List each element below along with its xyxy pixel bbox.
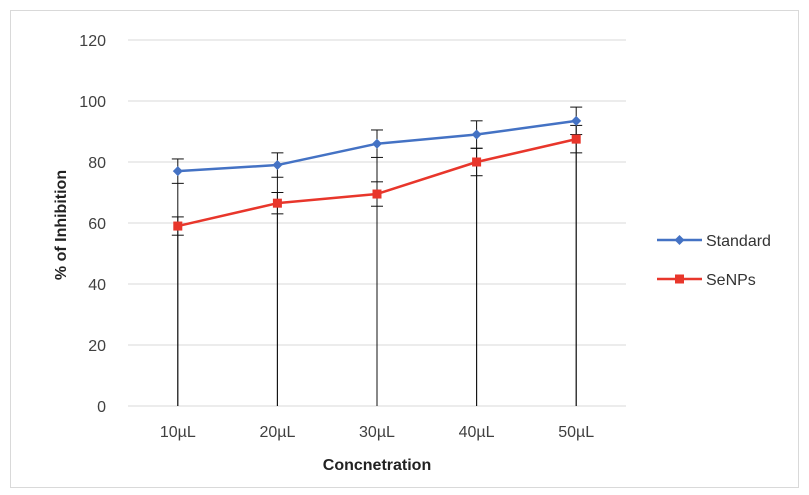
square-icon xyxy=(675,274,684,284)
diamond-icon xyxy=(674,235,685,245)
x-tick-label: 40µL xyxy=(459,424,495,441)
data-point-standard xyxy=(272,160,283,171)
data-point-standard xyxy=(172,166,183,177)
legend-item-standard: Standard xyxy=(657,233,771,250)
y-tick-label: 20 xyxy=(88,338,106,355)
x-tick-label: 30µL xyxy=(359,424,395,441)
y-tick-label: 60 xyxy=(88,216,106,233)
y-tick-label: 40 xyxy=(88,277,106,294)
x-axis-title: Concnetration xyxy=(323,457,431,474)
data-point-standard xyxy=(471,129,482,140)
legend-label: SeNPs xyxy=(706,272,756,289)
data-point-senps xyxy=(173,221,183,231)
y-axis-title: % of Inhibition xyxy=(53,170,70,280)
data-point-standard xyxy=(372,138,382,149)
data-point-senps xyxy=(372,189,382,199)
x-tick-label: 20µL xyxy=(259,424,295,441)
data-point-senps xyxy=(272,198,282,208)
data-point-senps xyxy=(571,134,581,144)
legend-label: Standard xyxy=(706,233,771,250)
y-tick-label: 120 xyxy=(79,33,106,50)
error-bars xyxy=(171,106,583,406)
y-tick-label: 100 xyxy=(79,94,106,111)
series-markers xyxy=(172,115,582,231)
x-tick-labels: 10µL 20µL 30µL 40µL 50µL xyxy=(160,424,594,441)
y-tick-label: 0 xyxy=(97,399,106,416)
x-tick-label: 50µL xyxy=(558,424,594,441)
data-point-senps xyxy=(472,157,482,167)
data-point-standard xyxy=(571,115,582,126)
x-tick-label: 10µL xyxy=(160,424,196,441)
y-tick-label: 80 xyxy=(88,155,106,172)
legend: Standard SeNPs xyxy=(657,233,771,289)
chart-frame xyxy=(10,10,799,488)
legend-item-senps: SeNPs xyxy=(657,272,756,289)
y-tick-labels: 0 20 40 60 80 100 120 xyxy=(79,33,106,416)
